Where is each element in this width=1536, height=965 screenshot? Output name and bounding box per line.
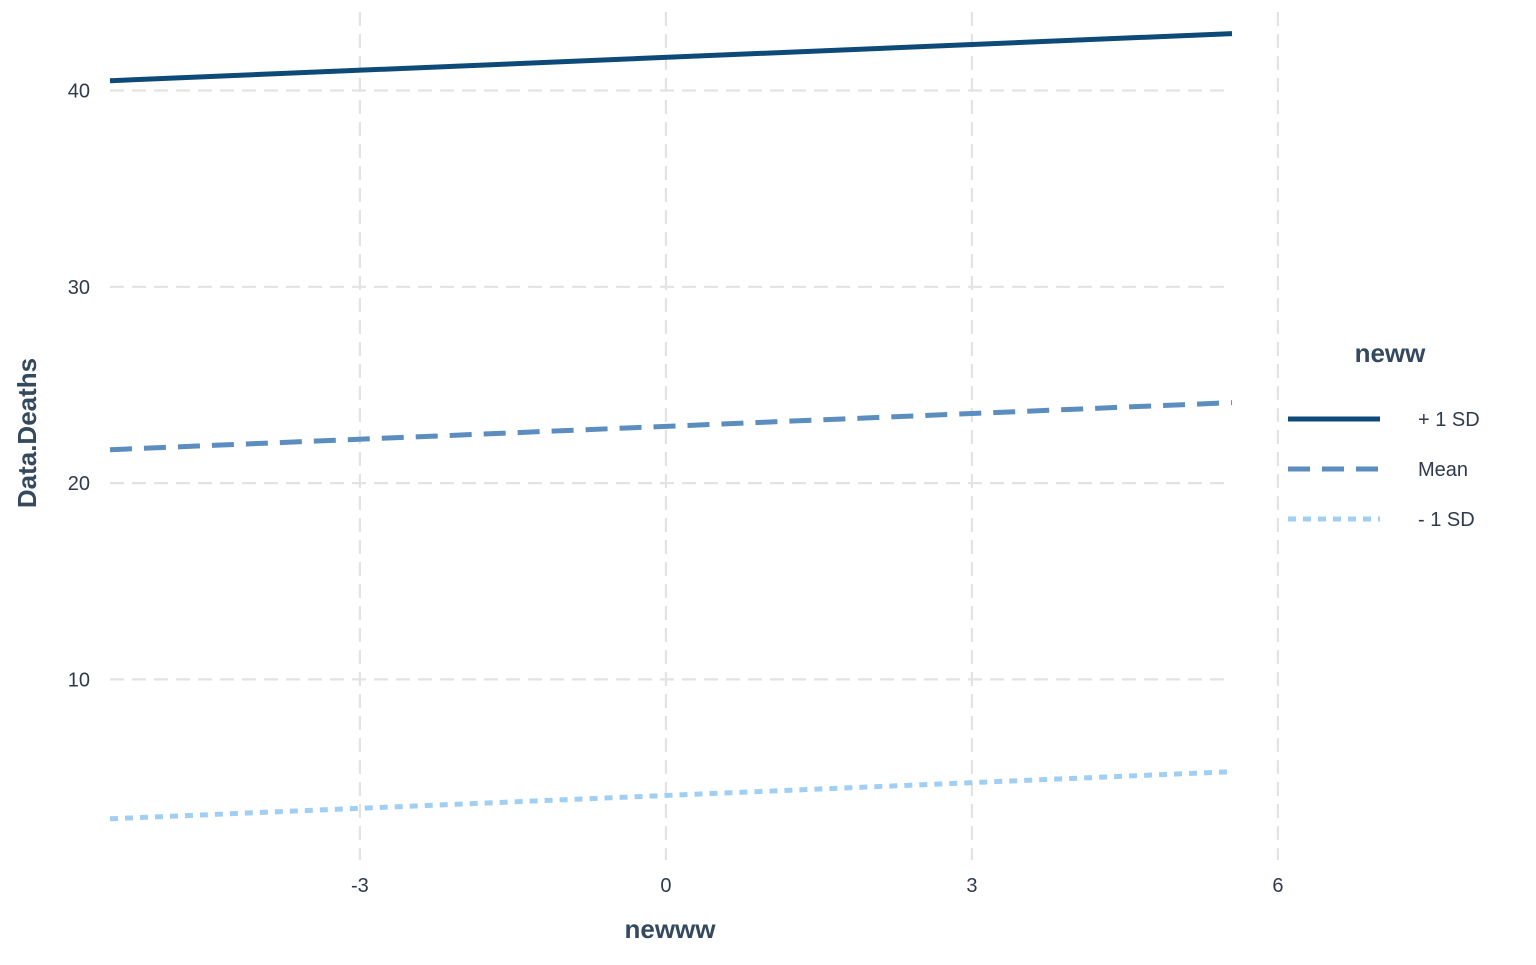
series-line-0 bbox=[109, 31, 1233, 84]
x-tick-label-6: 6 bbox=[1272, 875, 1283, 897]
grid-layer bbox=[110, 12, 1280, 860]
x-tick-label-0: 0 bbox=[660, 875, 671, 897]
x-tick-label-3: 3 bbox=[966, 875, 977, 897]
y-tick-label-20: 20 bbox=[68, 473, 90, 495]
legend-label-1: Mean bbox=[1418, 459, 1468, 481]
legend-label-2: - 1 SD bbox=[1418, 509, 1475, 531]
series-line-2 bbox=[109, 769, 1233, 822]
y-tick-label-10: 10 bbox=[68, 669, 90, 691]
ticks-layer: 10 20 30 40 -3 0 3 6 bbox=[68, 81, 1284, 897]
legend: neww + 1 SD Mean - 1 SD bbox=[1288, 338, 1480, 531]
y-tick-label-40: 40 bbox=[68, 81, 90, 103]
legend-items: + 1 SD Mean - 1 SD bbox=[1288, 409, 1480, 531]
x-axis-title: newww bbox=[624, 914, 716, 944]
legend-title: neww bbox=[1355, 338, 1427, 368]
y-tick-label-30: 30 bbox=[68, 277, 90, 299]
y-axis-title: Data.Deaths bbox=[12, 358, 42, 508]
x-tick-label--3: -3 bbox=[351, 875, 369, 897]
legend-label-0: + 1 SD bbox=[1418, 409, 1480, 431]
series-line-1 bbox=[109, 400, 1233, 453]
series-layer bbox=[109, 31, 1233, 822]
